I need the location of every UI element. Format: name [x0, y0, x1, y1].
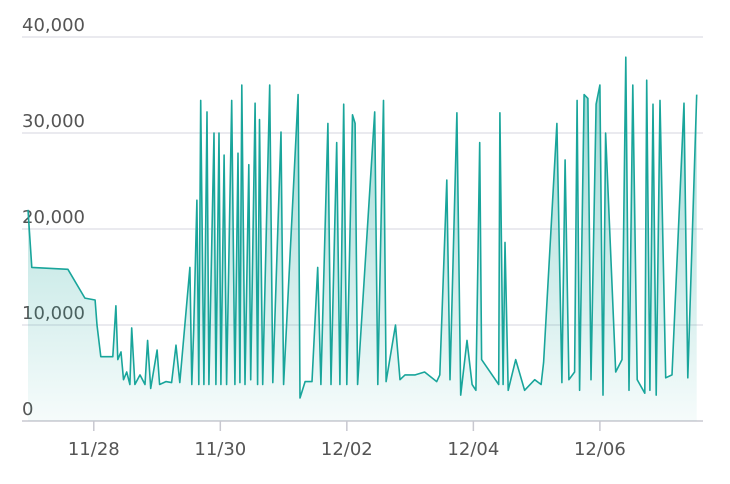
y-tick-label: 0	[22, 399, 33, 420]
y-tick-label: 30,000	[22, 111, 85, 132]
x-tick-label: 12/02	[321, 439, 373, 460]
x-tick-label: 12/06	[574, 439, 626, 460]
y-tick-label: 20,000	[22, 207, 85, 228]
area-fill	[28, 57, 697, 421]
x-tick-label: 11/28	[68, 439, 120, 460]
x-tick-label: 11/30	[194, 439, 246, 460]
series-line	[27, 56, 698, 399]
y-tick-label: 40,000	[22, 15, 85, 36]
x-tick-label: 12/04	[447, 439, 499, 460]
